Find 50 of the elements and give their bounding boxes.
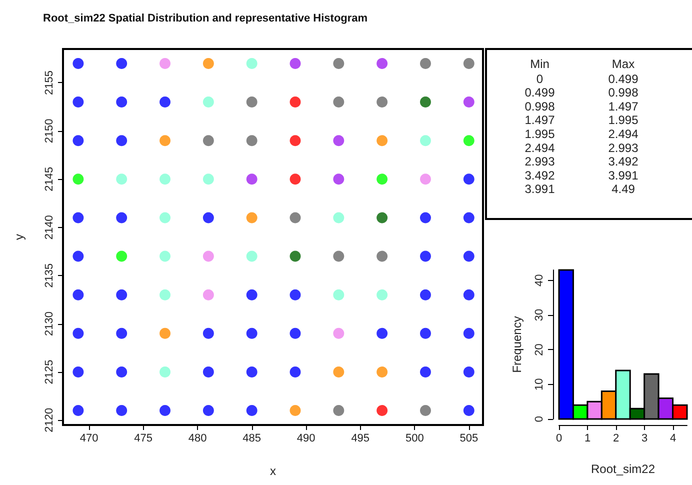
data-label: 3.492 bbox=[524, 168, 556, 182]
data-label: 3.991 bbox=[608, 168, 639, 182]
y-tick-label: 40 bbox=[534, 274, 546, 287]
x-tick-label: 500 bbox=[405, 432, 424, 444]
x-tick-label: 0 bbox=[556, 432, 562, 444]
y-tick-label: 0 bbox=[534, 416, 546, 422]
x-tick-label: 485 bbox=[242, 432, 262, 444]
x-tick-label: 490 bbox=[296, 432, 316, 444]
data-label: 1.497 bbox=[608, 99, 639, 114]
data-label: 0.499 bbox=[524, 86, 556, 100]
x-tick-label: 3 bbox=[641, 432, 648, 444]
x-axis-title: x bbox=[270, 464, 276, 478]
data-label: 1.497 bbox=[524, 113, 556, 128]
y-axis-title: Frequency bbox=[510, 316, 524, 373]
y-tick-label: 2155 bbox=[44, 70, 56, 95]
data-label: 2.494 bbox=[524, 140, 556, 155]
y-tick-label: 2140 bbox=[44, 215, 56, 240]
data-label: 1.995 bbox=[608, 113, 639, 128]
chart-title: Root_sim22 Spatial Distribution and representative Histogram bbox=[43, 12, 368, 24]
x-tick-label: 470 bbox=[80, 432, 98, 444]
y-tick-label: 2150 bbox=[44, 118, 56, 144]
y-tick-label: 20 bbox=[534, 344, 546, 356]
y-tick-label: 2145 bbox=[44, 166, 56, 192]
x-tick-label: 505 bbox=[460, 432, 478, 444]
x-tick-label: 495 bbox=[351, 432, 370, 444]
data-label: 3.492 bbox=[608, 154, 639, 169]
data-label: 0.998 bbox=[524, 99, 556, 114]
x-tick-label: 2 bbox=[612, 432, 620, 444]
y-tick-label: 10 bbox=[534, 378, 546, 390]
data-label: 4.49 bbox=[612, 182, 636, 196]
data-label: 2.993 bbox=[608, 140, 639, 155]
data-label: 1.995 bbox=[524, 127, 556, 141]
x-tick-label: 1 bbox=[584, 432, 591, 444]
data-label: 0.499 bbox=[608, 72, 639, 86]
x-tick-label: Min bbox=[530, 57, 550, 71]
data-label: 3.991 bbox=[524, 182, 556, 196]
data-label: 0.998 bbox=[608, 86, 639, 100]
x-tick-label: 480 bbox=[188, 432, 207, 444]
data-label: 2.494 bbox=[608, 127, 639, 141]
y-tick-label: 2120 bbox=[44, 408, 56, 432]
y-tick-label: 2135 bbox=[44, 263, 56, 288]
y-axis-title: y bbox=[12, 234, 26, 240]
x-tick-label: Max bbox=[612, 57, 635, 71]
y-tick-label: 2125 bbox=[44, 360, 56, 384]
data-label: 2.993 bbox=[524, 154, 556, 169]
x-tick-label: 475 bbox=[134, 432, 152, 444]
x-axis-title: Root_sim22 bbox=[590, 462, 656, 476]
y-tick-label: 30 bbox=[534, 308, 546, 322]
x-tick-label: 4 bbox=[670, 432, 676, 444]
y-tick-label: 2130 bbox=[44, 312, 56, 336]
